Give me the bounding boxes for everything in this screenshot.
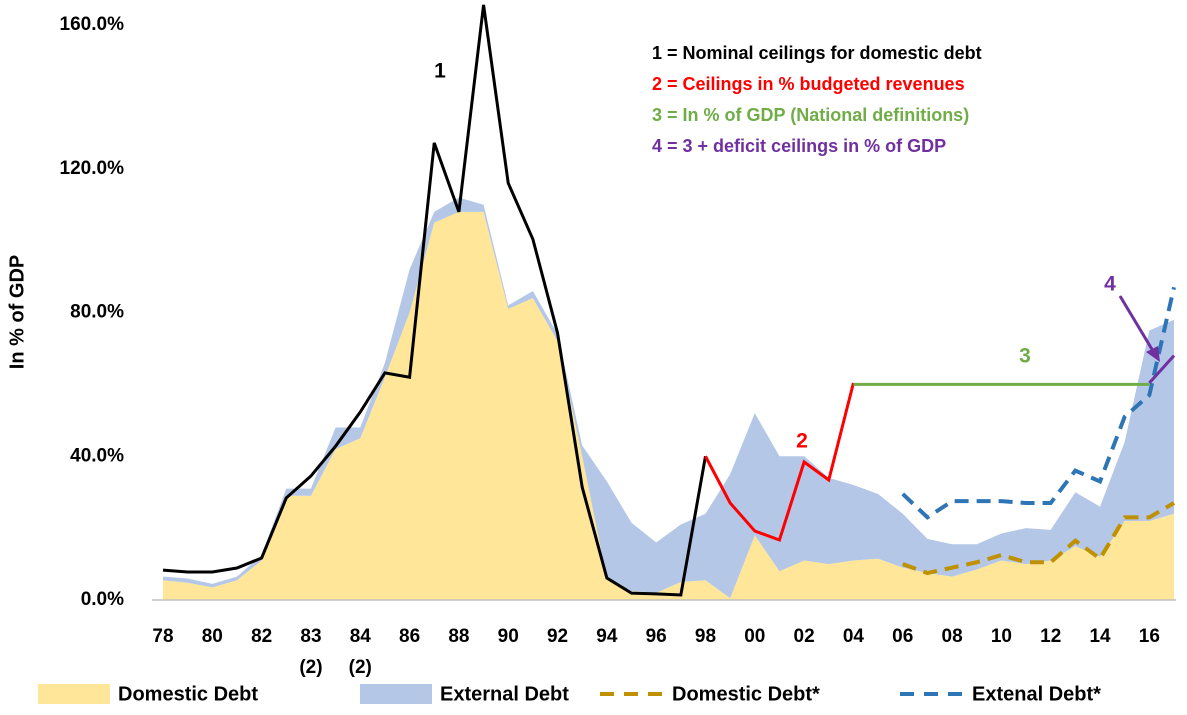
- dashed-line: [902, 501, 1176, 576]
- ceiling-line: [704, 382, 855, 542]
- y-tick-label: 40.0%: [70, 445, 124, 466]
- x-tick-label: 14: [1089, 626, 1111, 647]
- legend-label: Domestic Debt*: [672, 683, 820, 705]
- legend-label: Extenal Debt*: [972, 683, 1101, 705]
- legend-entry: 1 = Nominal ceilings for domestic debt: [652, 43, 982, 63]
- legend-swatch: [38, 684, 110, 704]
- x-tick-label: 08: [942, 626, 963, 647]
- y-tick-label: 0.0%: [81, 589, 124, 610]
- x-tick-label: 12: [1040, 626, 1061, 647]
- y-axis-label: In % of GDP: [6, 255, 28, 369]
- plot: [162, 4, 1176, 600]
- x-tick-note: (2): [299, 657, 322, 678]
- annotation-arrow: [1118, 295, 1158, 357]
- legend-entry: 2 = Ceilings in % budgeted revenues: [652, 74, 965, 94]
- x-tick-note: (2): [349, 657, 372, 678]
- x-tick-label: 04: [843, 626, 865, 647]
- x-tick-label: 86: [399, 626, 420, 647]
- ceiling-line: [162, 4, 707, 597]
- x-tick-label: 88: [448, 626, 469, 647]
- line-annotation: 3: [1019, 345, 1031, 368]
- x-tick-label: 16: [1139, 626, 1160, 647]
- x-tick-label: 02: [794, 626, 815, 647]
- x-tick-label: 78: [152, 626, 173, 647]
- y-tick-label: 80.0%: [70, 302, 124, 323]
- legend-label: Domestic Debt: [118, 683, 258, 705]
- legend-swatch: [360, 684, 432, 704]
- x-tick-label: 84: [350, 626, 372, 647]
- x-tick-label: 80: [202, 626, 223, 647]
- y-tick-label: 160.0%: [60, 14, 125, 35]
- legend-entry: 4 = 3 + deficit ceilings in % of GDP: [652, 136, 946, 156]
- x-tick-label: 90: [498, 626, 519, 647]
- annotation-arrowhead: [1146, 346, 1160, 362]
- x-tick-label: 98: [695, 626, 716, 647]
- x-tick-label: 10: [991, 626, 1012, 647]
- legend-label: External Debt: [440, 683, 569, 705]
- line-annotation: 1: [434, 60, 446, 83]
- x-tick-label: 83: [300, 626, 321, 647]
- x-tick-label: 96: [646, 626, 667, 647]
- line-annotation: 4: [1104, 273, 1116, 296]
- x-tick-label: 00: [744, 626, 765, 647]
- x-tick-label: 94: [596, 626, 618, 647]
- line-annotation: 2: [796, 430, 808, 453]
- ceiling-line: [1148, 354, 1176, 384]
- y-tick-label: 120.0%: [60, 158, 125, 179]
- x-tick-label: 92: [547, 626, 568, 647]
- legend-entry: 3 = In % of GDP (National definitions): [652, 105, 969, 125]
- x-tick-label: 82: [251, 626, 272, 647]
- x-tick-label: 06: [892, 626, 913, 647]
